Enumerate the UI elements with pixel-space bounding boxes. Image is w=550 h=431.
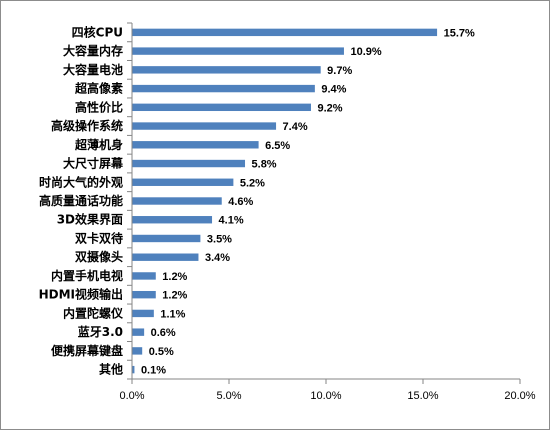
bar: [132, 141, 259, 149]
bar: [132, 47, 344, 55]
x-tick-label: 10.0%: [310, 390, 341, 402]
data-label: 5.2%: [240, 177, 265, 189]
category-label: HDMI视频输出: [39, 287, 123, 302]
bar: [132, 309, 154, 318]
bar: [132, 328, 145, 336]
bar: [132, 178, 234, 186]
bar: [132, 66, 321, 74]
data-label: 7.4%: [283, 121, 308, 133]
bar: [132, 365, 135, 374]
data-label: 10.9%: [350, 46, 381, 58]
data-label: 9.4%: [321, 84, 346, 96]
data-label: 6.5%: [265, 140, 290, 152]
data-label: 15.7%: [444, 27, 475, 39]
category-label: 双卡双待: [75, 230, 123, 245]
data-label: 1.2%: [162, 271, 187, 283]
data-label: 1.2%: [162, 290, 187, 302]
bar: [132, 28, 438, 37]
data-label: 9.7%: [327, 65, 352, 77]
bar: [132, 216, 213, 224]
bar: [132, 290, 156, 299]
bar: [132, 272, 156, 280]
data-label: 1.1%: [160, 308, 185, 320]
bar: [132, 347, 143, 355]
category-label: 内置手机电视: [51, 268, 123, 283]
x-tick-label: 5.0%: [216, 390, 241, 402]
data-label: 0.6%: [151, 327, 176, 339]
bar: [132, 84, 315, 93]
category-label: 3D效果界面: [57, 212, 123, 227]
data-label: 4.6%: [228, 196, 253, 208]
bar: [132, 234, 201, 243]
category-label: 超高像素: [74, 81, 123, 96]
bar: [132, 159, 246, 168]
data-label: 3.4%: [205, 252, 230, 264]
data-label: 9.2%: [317, 102, 342, 114]
category-label: 便携屏幕键盘: [51, 343, 123, 358]
bar: [132, 103, 311, 112]
category-label: 大容量电池: [63, 62, 123, 77]
x-tick-label: 15.0%: [407, 390, 438, 402]
category-label: 大容量内存: [63, 43, 123, 58]
category-label: 高性价比: [75, 99, 123, 114]
data-label: 3.5%: [207, 233, 232, 245]
bar: [132, 253, 199, 261]
data-label: 5.8%: [252, 159, 277, 171]
data-label: 0.1%: [141, 365, 166, 377]
category-label: 高级操作系统: [51, 118, 123, 133]
bar: [132, 122, 277, 130]
category-label: 内置陀螺仪: [63, 305, 124, 320]
category-label: 超薄机身: [74, 137, 123, 152]
category-label: 高质量通话功能: [39, 193, 123, 208]
bar: [132, 197, 222, 205]
category-label: 四核CPU: [72, 24, 123, 39]
category-label: 时尚大气的外观: [39, 174, 123, 189]
category-label: 大尺寸屏幕: [63, 156, 124, 171]
x-tick-label: 0.0%: [119, 390, 144, 402]
category-label: 其他: [99, 362, 123, 377]
data-label: 4.1%: [219, 215, 244, 227]
x-tick-label: 20.0%: [504, 390, 535, 402]
category-label: 双摄像头: [75, 249, 123, 264]
category-label: 蓝牙3.0: [78, 324, 123, 339]
data-label: 0.5%: [149, 346, 174, 358]
